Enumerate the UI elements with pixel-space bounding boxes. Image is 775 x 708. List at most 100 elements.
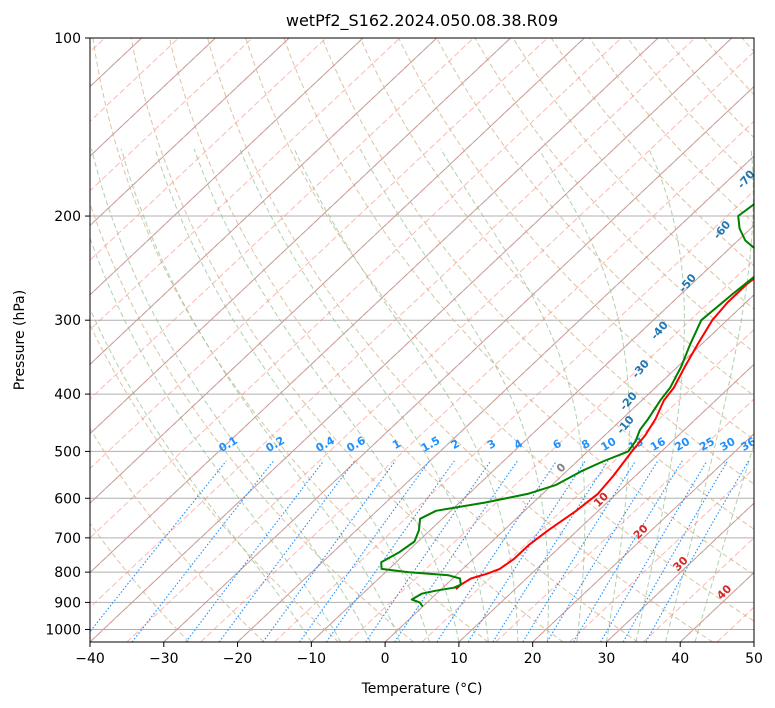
isotherm-line xyxy=(90,38,585,504)
y-tick-label: 800 xyxy=(54,565,81,581)
isotherm-line xyxy=(606,502,754,642)
isotherm-label: 40 xyxy=(714,582,734,602)
dry-adiabat-line xyxy=(627,38,754,182)
dry-adiabat-line xyxy=(665,38,754,139)
moist-adiabat-label: -30 xyxy=(629,357,652,381)
mixing-ratio-line xyxy=(131,460,274,642)
x-tick-label: 20 xyxy=(524,651,542,667)
mixing-ratio-line xyxy=(522,460,637,642)
mixing-ratio-line xyxy=(90,460,227,633)
isotherm-line xyxy=(90,38,474,400)
isotherm-line xyxy=(90,38,548,470)
dry-adiabat-line xyxy=(703,38,754,96)
x-tick-label: −20 xyxy=(223,651,253,667)
isotherm-line xyxy=(126,51,754,642)
moist-adiabat-line xyxy=(635,148,685,642)
isotherm-line xyxy=(90,38,253,192)
moist-adiabat-line xyxy=(239,148,489,642)
y-tick-label: 100 xyxy=(54,31,81,47)
x-tick-label: 0 xyxy=(381,651,390,667)
dry-adiabat-line xyxy=(474,38,754,353)
isotherm-line xyxy=(90,38,622,539)
isotherm-line xyxy=(90,38,290,227)
mixing-ratio-line xyxy=(325,460,455,642)
dry-adiabat-line xyxy=(398,38,754,441)
isotherm-label: 10 xyxy=(591,490,611,510)
isotherm-line xyxy=(274,190,754,642)
isotherm-gridline xyxy=(90,38,511,435)
mixing-ratio-line xyxy=(394,460,518,642)
mixing-ratio-line xyxy=(218,460,356,642)
isotherm-line xyxy=(679,571,754,642)
mixing-ratio-line xyxy=(436,460,558,642)
mixing-ratio-label: 4 xyxy=(512,437,525,452)
plot-frame xyxy=(89,37,755,643)
dry-adiabat-line xyxy=(741,38,754,53)
x-tick-label: 50 xyxy=(745,651,763,667)
isotherm-line xyxy=(90,38,364,296)
mixing-ratio-lines xyxy=(90,460,750,642)
dry-adiabat-line xyxy=(207,38,713,642)
moist-adiabat-line xyxy=(694,442,754,642)
mixing-ratio-line xyxy=(467,460,586,642)
isotherm-label: 0 xyxy=(554,460,569,475)
y-tick-label: 700 xyxy=(54,531,81,547)
y-tick-label: 300 xyxy=(54,313,81,329)
dry-adiabat-line xyxy=(90,323,339,642)
isotherm-gridline xyxy=(90,38,216,157)
moist-adiabat-line xyxy=(193,148,460,642)
dry-adiabat-line xyxy=(589,38,754,224)
isotherm-line xyxy=(532,433,754,642)
isotherm-line xyxy=(421,328,754,642)
dry-adiabat-line xyxy=(90,522,190,642)
moist-adiabat-label: -50 xyxy=(676,271,699,295)
mixing-ratio-line xyxy=(262,460,396,642)
moist-adiabat-line xyxy=(90,236,342,642)
dry-adiabat-line xyxy=(90,201,414,642)
moist-adiabat-line xyxy=(154,148,430,642)
isotherm-line xyxy=(90,38,696,608)
isotherm-line xyxy=(200,120,754,642)
x-tick-label: −40 xyxy=(75,651,105,667)
isotherm-line xyxy=(384,294,754,642)
mixing-ratio-line xyxy=(365,460,492,642)
isotherm-line xyxy=(163,85,754,642)
dry-adiabat-line xyxy=(130,38,564,642)
isotherm-gridline xyxy=(384,294,754,642)
mixing-ratio-label: 1 xyxy=(390,437,403,452)
isotherm-gridline xyxy=(90,38,438,365)
x-tick-label: 40 xyxy=(671,651,689,667)
isotherm-gridline xyxy=(0,38,68,642)
y-tick-label: 900 xyxy=(54,595,81,611)
dry-adiabat-line xyxy=(321,38,754,530)
isotherm-line xyxy=(753,641,754,642)
isotherm-line xyxy=(90,38,401,331)
isotherms xyxy=(0,38,754,642)
isopleth-labels: 0.1 0.2 0.4 0.6 1 1.5 2 3 4 6 8 10 13 16 20 25 30 3601020… xyxy=(217,123,775,602)
x-axis-ticks: −40 −30 −20 −10 0 10 20 30 40 50 xyxy=(75,642,763,667)
mixing-ratio-label: 36 xyxy=(738,435,758,454)
mixing-ratio-line xyxy=(185,460,325,642)
dry-adiabat-line xyxy=(283,38,754,576)
y-tick-label: 200 xyxy=(54,209,81,225)
plot-area: 0.1 0.2 0.4 0.6 1 1.5 2 3 4 6 8 10 13 16 20 25 30 3601020… xyxy=(0,38,775,642)
moist-adiabat-label: -80 xyxy=(760,123,775,147)
y-axis-label: Pressure (hPa) xyxy=(12,290,28,390)
y-tick-label: 500 xyxy=(54,444,81,460)
profile-series xyxy=(380,203,754,608)
temperature-line xyxy=(455,277,754,590)
moist-adiabat-line xyxy=(440,148,586,642)
dry-adiabat-line xyxy=(512,38,754,310)
mixing-ratio-line xyxy=(546,460,659,642)
dewpoint-line xyxy=(380,203,754,608)
isotherm-line xyxy=(237,155,754,642)
isotherm-line xyxy=(0,38,68,642)
x-tick-label: 10 xyxy=(450,651,468,667)
x-tick-label: −30 xyxy=(149,651,179,667)
x-tick-label: −10 xyxy=(297,651,327,667)
isotherm-line xyxy=(495,398,754,642)
dry-adiabat-line xyxy=(359,38,754,485)
dry-adiabat-line xyxy=(92,38,489,642)
isotherm-line xyxy=(642,537,754,642)
y-tick-label: 600 xyxy=(54,491,81,507)
